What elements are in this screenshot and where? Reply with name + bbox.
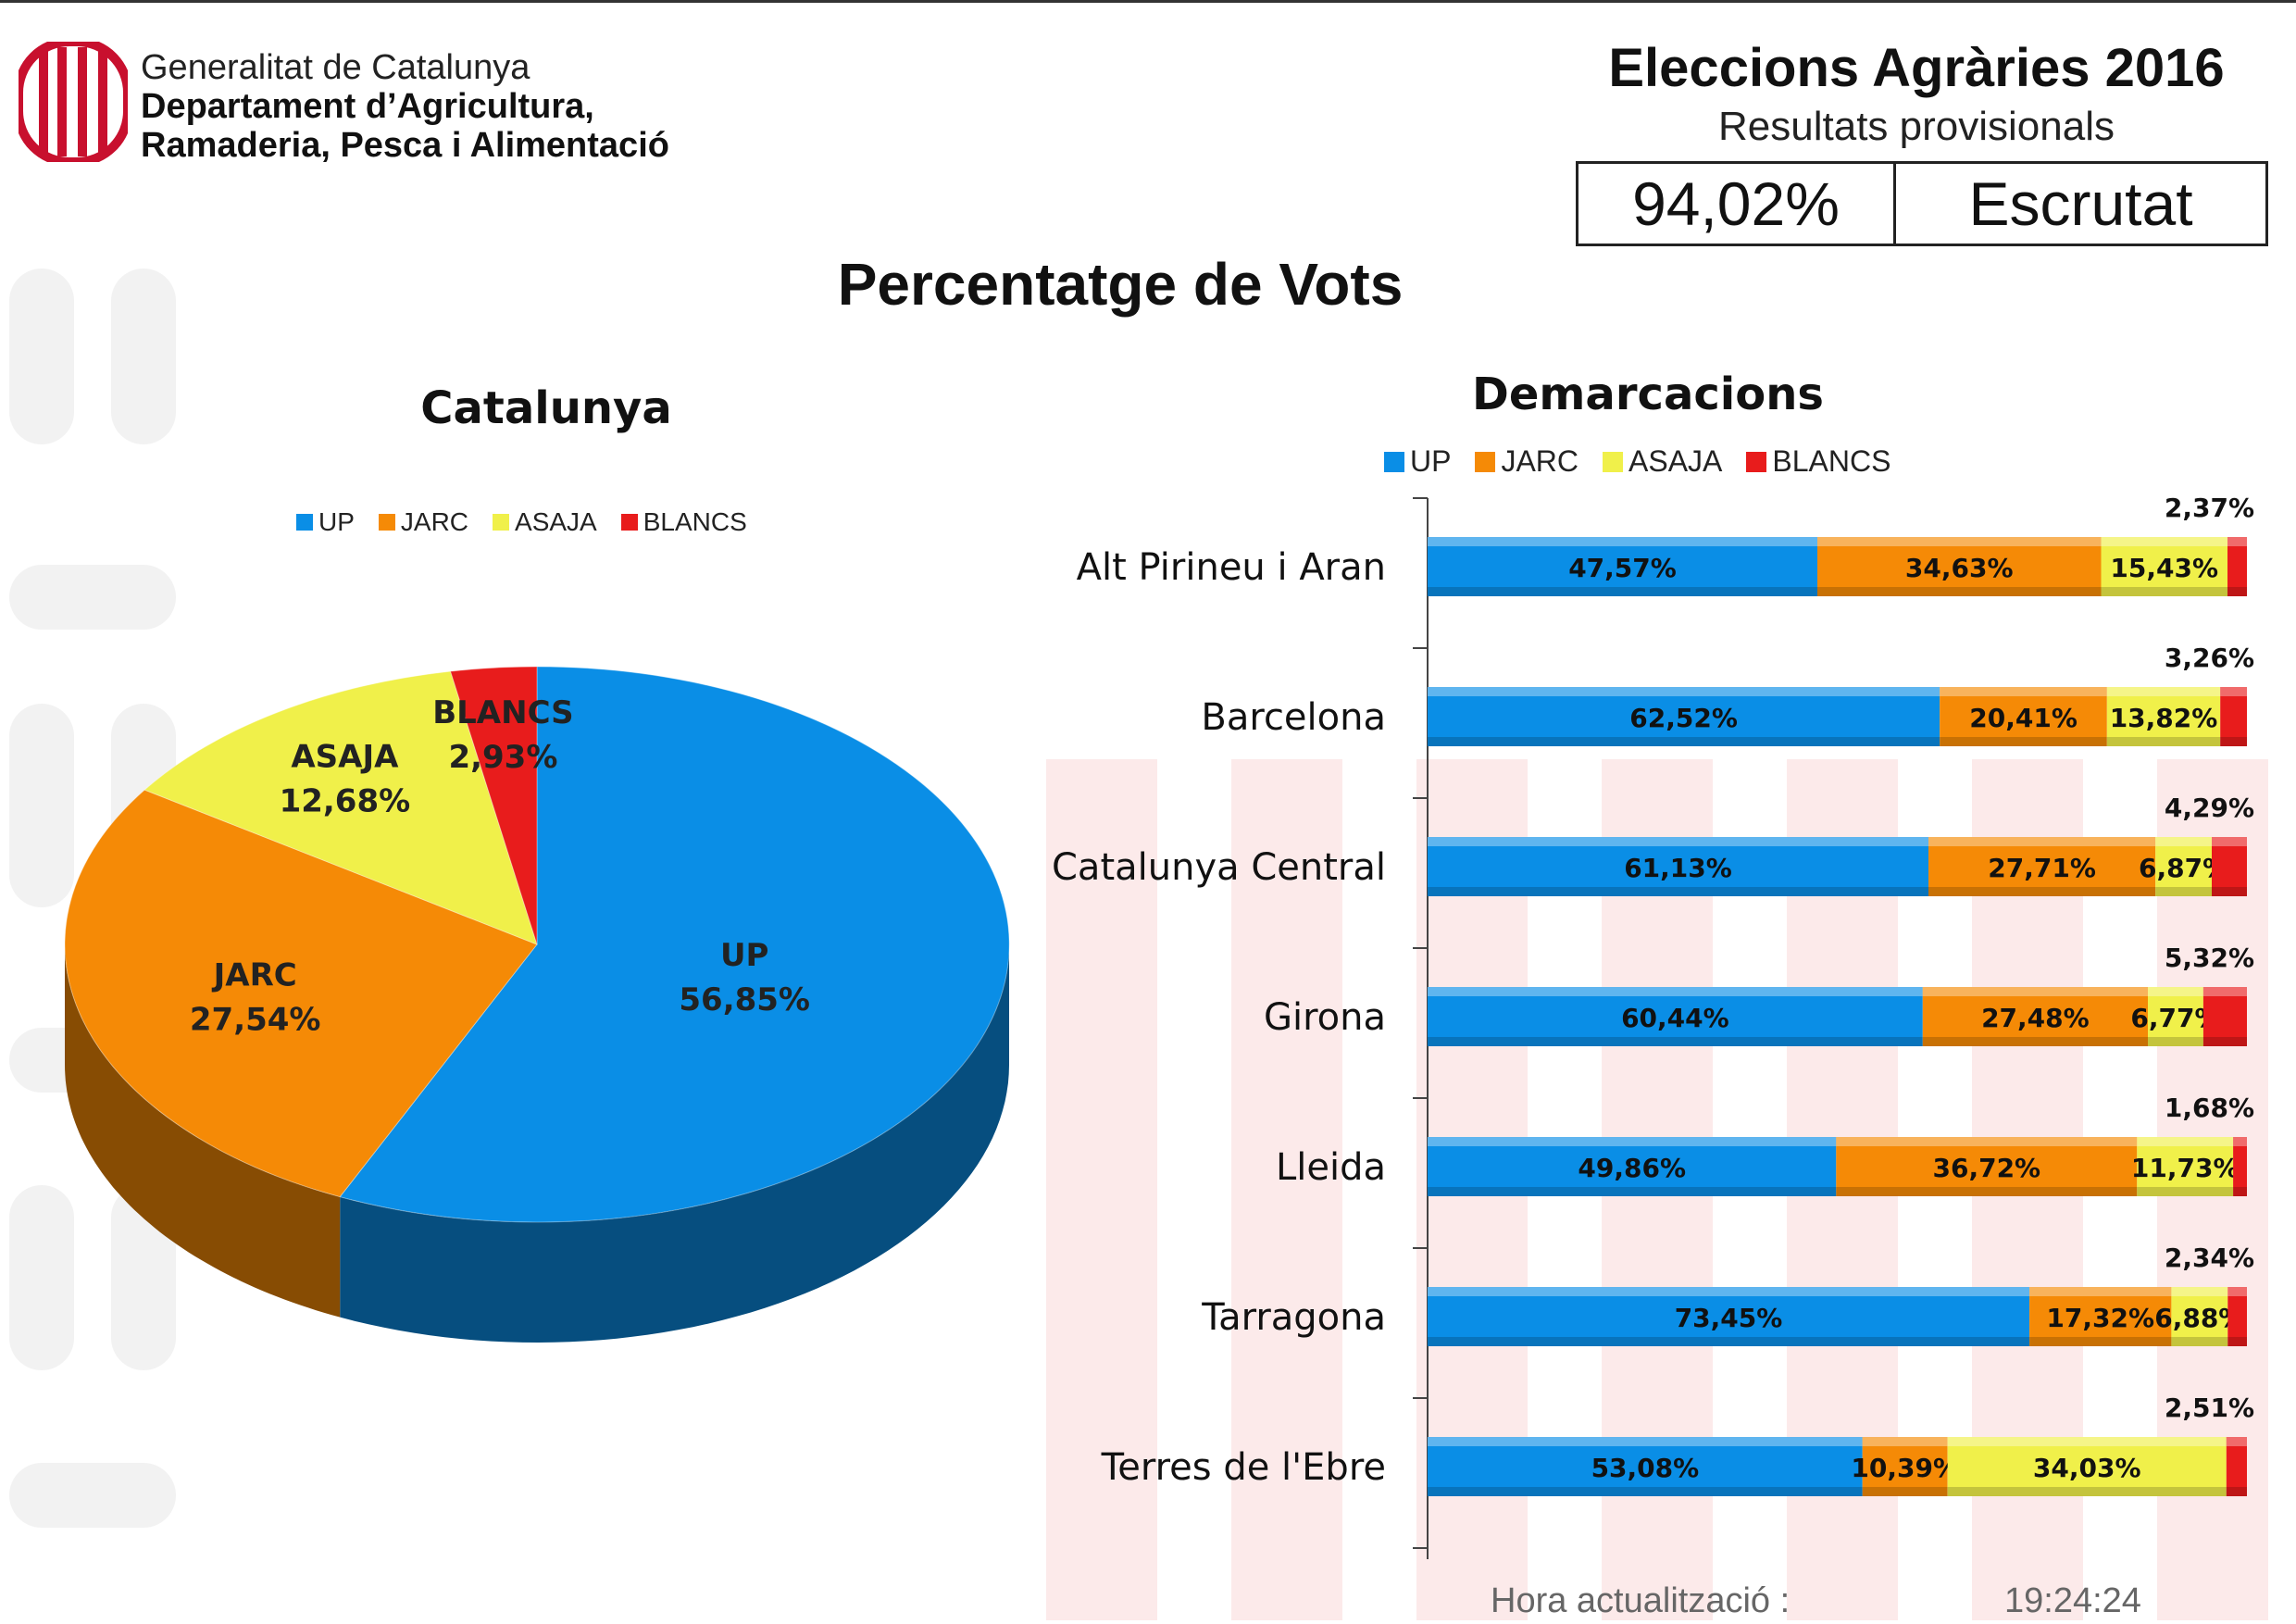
bar-shadow [1940, 737, 2107, 746]
org-line-1: Generalitat de Catalunya [141, 48, 530, 87]
pie-value-jarc: 27,54% [190, 1002, 321, 1039]
category-label: Barcelona [1201, 696, 1386, 739]
bar-segment-jarc [1817, 537, 2102, 596]
pie-label-blancs: BLANCS [432, 694, 573, 731]
data-label-jarc: 20,41% [1969, 703, 2078, 733]
election-title: Eleccions Agràries 2016 [1608, 38, 2225, 98]
bar-legend-item-blancs: BLANCS [1746, 444, 1890, 479]
bar-shadow [2101, 587, 2228, 596]
bar-legend-item-up: UP [1384, 444, 1451, 479]
bar-highlight [1428, 687, 1940, 696]
pie-slice-jarc [64, 789, 538, 1198]
bar-legend-item-asaja: ASAJA [1603, 444, 1722, 479]
bar-highlight [1428, 537, 1817, 546]
bar-legend-swatch-jarc [1475, 451, 1496, 472]
bar-legend-swatch-blancs [1746, 451, 1767, 472]
legend-item-jarc: JARC [378, 507, 469, 537]
pie-label-up: UP [720, 937, 769, 974]
bar-row: Barcelona 62,52% 20,41% 13,82% 3,26% [1201, 643, 2254, 746]
bar-segment-blancs [2227, 537, 2247, 596]
pie-slice-asaja [144, 670, 538, 945]
pie-value-asaja: 12,68% [280, 783, 411, 820]
data-label-asaja: 13,82% [2110, 703, 2218, 733]
pie-side-up [340, 944, 1009, 1343]
update-time-value: 19:24:24 [2004, 1581, 2141, 1620]
bar-legend-swatch-up [1384, 451, 1404, 472]
pie-slice-up [339, 666, 1010, 1223]
scrutiny-label: Escrutat [1968, 169, 2193, 238]
bar-shadow [2106, 737, 2221, 746]
pie-sides [65, 944, 1009, 1343]
page-title: Percentatge de Vots [837, 251, 1404, 318]
legend-item-up: UP [296, 507, 355, 537]
legend-swatch-jarc [378, 514, 395, 531]
legend-swatch-up [296, 514, 313, 531]
bar-segment-asaja [2101, 537, 2228, 596]
election-subtitle: Resultats provisionals [1718, 104, 2115, 149]
update-time-label: Hora actualització : [1491, 1581, 1791, 1620]
legend-label-up: UP [318, 507, 355, 536]
org-line-2: Departament d’Agricultura, [141, 87, 594, 126]
data-label-up: 47,57% [1568, 553, 1677, 583]
data-label-blancs: 3,26% [2165, 643, 2254, 673]
watermark-right [1046, 759, 2268, 1620]
legend-item-blancs: BLANCS [620, 507, 747, 537]
bar-legend-label-asaja: ASAJA [1628, 444, 1723, 478]
pie-side-jarc [65, 944, 341, 1318]
bar-highlight [2220, 687, 2247, 696]
pie-label-asaja: ASAJA [291, 739, 399, 776]
bar-segment-up [1428, 537, 1817, 596]
bar-highlight [1940, 687, 2107, 696]
pie-label-jarc: JARC [212, 957, 297, 994]
data-label-asaja: 15,43% [2110, 553, 2218, 583]
data-label-jarc: 34,63% [1905, 553, 2014, 583]
legend-item-asaja: ASAJA [493, 507, 597, 537]
pie-legend: UP JARC ASAJA BLANCS [296, 507, 747, 537]
scrutiny-box: 94,02% Escrutat [1576, 161, 2268, 246]
bar-shadow [2220, 737, 2247, 746]
legend-label-blancs: BLANCS [643, 507, 747, 536]
bar-segment-up [1428, 687, 1940, 746]
bar-shadow [1817, 587, 2102, 596]
legend-swatch-asaja [493, 514, 510, 531]
data-label-up: 62,52% [1629, 703, 1738, 733]
bar-highlight [2106, 687, 2221, 696]
generalitat-shield-icon [19, 42, 128, 162]
legend-label-jarc: JARC [400, 507, 469, 536]
category-label: Alt Pirineu i Aran [1077, 546, 1386, 589]
legend-swatch-blancs [620, 514, 638, 531]
bar-highlight [2227, 537, 2247, 546]
bar-row: Alt Pirineu i Aran 47,57% 34,63% 15,43% 2,37… [1077, 493, 2254, 596]
pie-chart-title: Catalunya [420, 382, 672, 434]
pie-slices [64, 666, 1010, 1223]
pie-labels: UP 56,85% JARC 27,54% ASAJA 12,68% BLANCS 2,93% [190, 694, 810, 1039]
data-label-blancs: 2,37% [2165, 493, 2254, 523]
bar-legend-label-jarc: JARC [1501, 444, 1579, 478]
bar-shadow [1428, 587, 1817, 596]
org-line-3: Ramaderia, Pesca i Alimentació [141, 126, 669, 165]
bar-segment-jarc [1940, 687, 2107, 746]
bar-legend-label-blancs: BLANCS [1772, 444, 1891, 478]
bar-highlight [1817, 537, 2102, 546]
bar-legend: UP JARC ASAJA BLANCS [1384, 444, 1890, 479]
pie-slice-blancs [449, 666, 538, 945]
pie-value-up: 56,85% [679, 981, 810, 1018]
pie-chart: UP 56,85% JARC 27,54% ASAJA 12,68% BLANCS 2,93% [64, 666, 1010, 1343]
bar-chart-title: Demarcacions [1472, 369, 1824, 420]
bar-segment-asaja [2106, 687, 2221, 746]
legend-label-asaja: ASAJA [515, 507, 597, 536]
top-border [0, 0, 2296, 3]
organization-name: Generalitat de Catalunya Departament d’A… [141, 48, 669, 165]
bar-highlight [2101, 537, 2228, 546]
bar-shadow [2227, 587, 2247, 596]
bar-shadow [1428, 737, 1940, 746]
pie-value-blancs: 2,93% [448, 739, 557, 776]
bar-legend-item-jarc: JARC [1475, 444, 1578, 479]
bar-legend-label-up: UP [1410, 444, 1452, 478]
bar-segment-blancs [2220, 687, 2247, 746]
bar-legend-swatch-asaja [1603, 451, 1624, 472]
scrutiny-percentage: 94,02% [1578, 164, 1896, 244]
